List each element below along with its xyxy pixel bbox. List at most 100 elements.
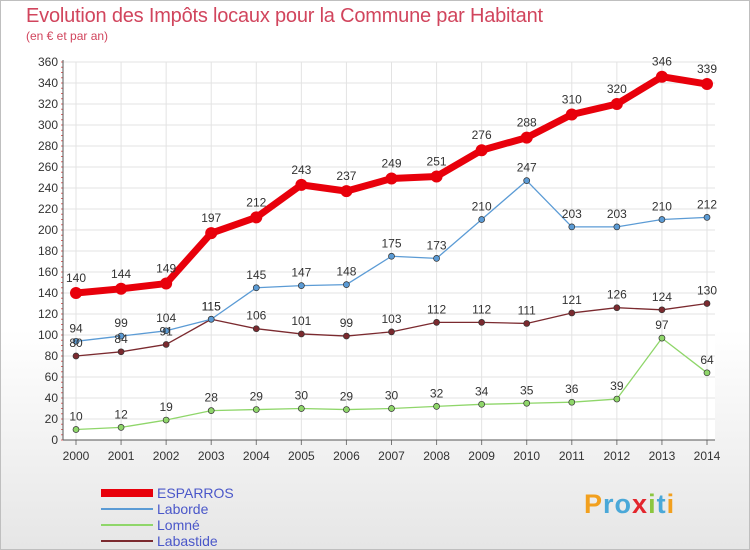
data-label: 19 xyxy=(159,400,173,414)
data-label: 112 xyxy=(472,302,491,316)
data-point xyxy=(388,252,395,260)
y-tick-label: 80 xyxy=(45,349,59,363)
data-point xyxy=(655,70,668,83)
legend-label: Laborde xyxy=(157,501,209,517)
y-tick-label: 180 xyxy=(38,244,58,258)
data-label: 203 xyxy=(607,207,627,221)
y-tick-label: 360 xyxy=(38,55,58,69)
data-point xyxy=(433,403,440,410)
data-point xyxy=(70,287,82,299)
grid xyxy=(63,61,715,441)
logo-letter: i xyxy=(666,489,676,519)
legend-item-laborde: Laborde xyxy=(101,501,301,517)
data-label: 10 xyxy=(69,410,83,424)
data-label: 243 xyxy=(291,163,311,177)
data-point xyxy=(117,424,125,431)
data-point xyxy=(72,337,80,345)
data-point xyxy=(250,211,263,224)
data-point xyxy=(610,98,623,110)
data-point xyxy=(388,328,395,336)
data-point xyxy=(162,341,170,348)
y-tick-label: 60 xyxy=(45,370,59,384)
data-point xyxy=(658,216,666,223)
data-point xyxy=(298,282,305,289)
data-point xyxy=(565,108,578,121)
logo-letter: o xyxy=(614,489,633,519)
data-label: 97 xyxy=(655,318,669,332)
data-point xyxy=(117,348,125,356)
data-point xyxy=(613,304,621,312)
data-point xyxy=(568,398,576,406)
data-label: 148 xyxy=(336,265,356,279)
data-point xyxy=(388,405,395,412)
data-label: 210 xyxy=(652,200,672,214)
data-label: 115 xyxy=(202,299,221,313)
data-label: 247 xyxy=(517,161,537,175)
series-lines xyxy=(70,70,713,433)
y-tick-label: 100 xyxy=(38,328,58,342)
data-point xyxy=(568,309,576,317)
data-point xyxy=(658,334,666,342)
x-tick-label: 2014 xyxy=(694,449,721,463)
axes: 0 20 40 60 80 100 120 140 160 180 200 220 240 260 280 3… xyxy=(38,55,721,463)
legend-item-esparros: ESPARROS xyxy=(101,485,301,501)
legend-swatch xyxy=(101,524,153,526)
legend-swatch xyxy=(101,508,153,510)
legend-item-lomné: Lomné xyxy=(101,517,301,533)
x-tick-label: 2007 xyxy=(378,449,405,463)
data-label: 84 xyxy=(114,332,128,346)
data-label: 175 xyxy=(381,236,401,250)
data-point xyxy=(343,281,350,288)
data-point xyxy=(478,319,485,326)
data-label: 140 xyxy=(66,271,86,285)
data-point xyxy=(252,284,260,292)
data-label: 106 xyxy=(246,309,266,323)
data-label: 115 xyxy=(202,299,221,313)
data-label: 28 xyxy=(205,391,219,405)
legend-swatch xyxy=(101,540,153,542)
data-point xyxy=(703,214,711,221)
data-point xyxy=(162,327,170,335)
data-point xyxy=(523,399,531,407)
legend-label: Lomné xyxy=(157,517,200,533)
x-tick-label: 2009 xyxy=(468,449,495,463)
data-point xyxy=(117,332,125,340)
y-tick-label: 120 xyxy=(38,307,58,321)
data-point xyxy=(343,332,350,340)
x-tick-label: 2000 xyxy=(63,449,90,463)
y-tick-label: 140 xyxy=(38,286,58,300)
chart-title: Evolution des Impôts locaux pour la Comm… xyxy=(26,5,543,27)
data-label: 34 xyxy=(475,384,489,398)
data-label: 64 xyxy=(700,353,714,367)
y-tick-label: 40 xyxy=(45,391,59,405)
x-tick-label: 2001 xyxy=(108,449,135,463)
y-tick-label: 200 xyxy=(38,223,58,237)
data-label: 30 xyxy=(385,389,399,403)
logo-letter: i xyxy=(648,489,657,519)
data-point xyxy=(520,131,533,144)
data-label: 99 xyxy=(114,316,128,330)
data-point xyxy=(613,223,621,231)
legend-item-labastide: Labastide xyxy=(101,533,301,549)
data-label: 144 xyxy=(111,267,131,281)
data-label: 130 xyxy=(697,284,717,298)
x-tick-label: 2002 xyxy=(153,449,180,463)
data-label: 249 xyxy=(381,157,401,171)
data-point xyxy=(72,352,80,360)
x-tick-label: 2006 xyxy=(333,449,360,463)
logo-letter: r xyxy=(603,489,615,519)
x-tick-label: 2008 xyxy=(423,449,450,463)
legend-label: ESPARROS xyxy=(157,485,234,501)
y-tick-label: 340 xyxy=(38,76,58,90)
data-label: 203 xyxy=(562,207,582,221)
data-point xyxy=(207,407,215,414)
y-tick-label: 300 xyxy=(38,118,58,132)
data-label: 29 xyxy=(250,390,264,404)
data-point xyxy=(115,282,128,295)
data-label: 147 xyxy=(291,266,311,280)
y-tick-label: 280 xyxy=(38,139,58,153)
data-label: 104 xyxy=(156,311,176,325)
y-tick-label: 220 xyxy=(38,202,58,216)
y-tick-label: 260 xyxy=(38,160,58,174)
x-tick-label: 2005 xyxy=(288,449,315,463)
